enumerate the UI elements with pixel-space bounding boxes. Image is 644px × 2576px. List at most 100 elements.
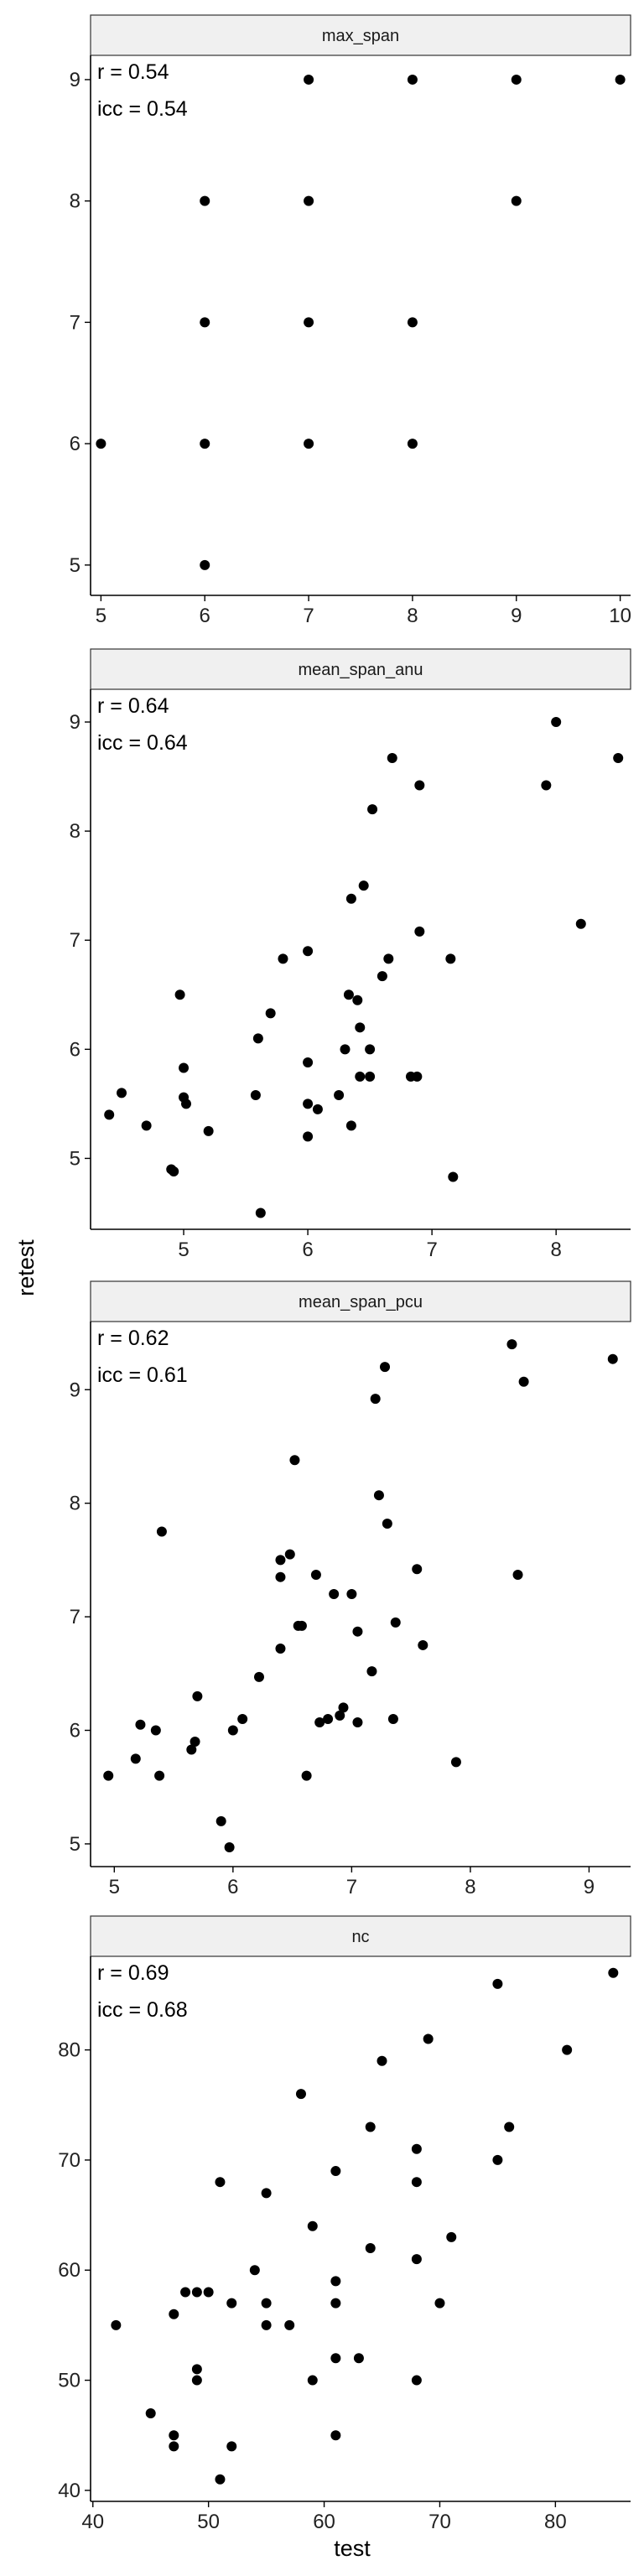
data-point [226, 2298, 237, 2309]
data-point [365, 1044, 376, 1055]
data-point [304, 74, 314, 85]
data-point [575, 918, 586, 929]
data-point [423, 2033, 434, 2044]
data-point [407, 74, 418, 85]
data-point [226, 2441, 237, 2452]
x-tick-label: 40 [81, 2511, 104, 2533]
data-point [330, 2353, 341, 2364]
data-point [358, 880, 369, 891]
data-point [104, 1109, 115, 1120]
data-point [156, 1526, 167, 1537]
y-tick-label: 7 [70, 929, 80, 952]
data-point [252, 1033, 263, 1044]
icc-annotation: icc = 0.64 [97, 731, 188, 755]
data-point [445, 953, 456, 964]
x-tick-label: 5 [178, 1239, 189, 1261]
icc-annotation: icc = 0.54 [97, 97, 188, 121]
data-point [284, 1549, 295, 1560]
data-point [412, 1071, 423, 1082]
data-point [365, 2242, 376, 2253]
facet-strip [90, 1915, 631, 1957]
data-point [407, 317, 418, 328]
data-point [307, 2220, 318, 2231]
data-point [373, 1490, 384, 1501]
data-point [174, 989, 185, 1000]
data-point [303, 1131, 314, 1142]
data-point [253, 1671, 264, 1682]
x-tick-label: 6 [227, 1876, 238, 1898]
data-point [387, 752, 397, 763]
data-point [314, 1717, 325, 1728]
data-point [275, 1644, 286, 1654]
correlation-annotation: r = 0.64 [97, 694, 169, 718]
data-point [562, 2044, 573, 2055]
data-point [377, 971, 387, 982]
data-point [200, 317, 210, 328]
y-tick-label: 8 [70, 190, 80, 213]
data-point [365, 1071, 376, 1082]
data-point [330, 2298, 341, 2309]
data-point [352, 1626, 363, 1637]
y-tick-label: 9 [70, 69, 80, 91]
data-point [278, 953, 288, 964]
data-point [261, 2188, 272, 2199]
data-point [275, 1571, 286, 1582]
x-tick-label: 60 [313, 2511, 335, 2533]
data-point [370, 1394, 381, 1405]
panels-group: max_span 5 6 7 8 9 5 6 7 8 9 10 r = 0.54 icc = 0.54 me… [58, 14, 631, 2533]
data-point [312, 1104, 323, 1114]
data-point [255, 1208, 266, 1218]
data-point [191, 2375, 202, 2386]
data-point [249, 2265, 260, 2276]
data-point [304, 317, 314, 328]
data-point [186, 1744, 197, 1755]
y-tick-label: 50 [58, 2370, 80, 2392]
data-point [365, 2122, 376, 2132]
y-tick-label: 80 [58, 2039, 80, 2062]
data-point [504, 2122, 515, 2132]
data-point [411, 2375, 422, 2386]
data-point [412, 1564, 423, 1575]
data-point [330, 2166, 341, 2177]
data-point [387, 1713, 398, 1724]
data-point [345, 893, 356, 904]
panel-mean_span_anu: mean_span_anu 5 6 7 8 9 5 6 7 8 r = 0.64 icc = 0.64 [70, 648, 631, 1261]
x-tick-label: 8 [407, 605, 418, 627]
data-point [448, 1171, 459, 1182]
data-point [224, 1841, 235, 1852]
data-point [407, 439, 418, 449]
facet-strip-label: mean_span_anu [298, 661, 423, 679]
data-point [335, 1710, 345, 1721]
data-point [304, 195, 314, 206]
data-point [96, 439, 106, 449]
data-point [303, 946, 314, 957]
data-point [518, 1376, 529, 1387]
data-point [345, 1120, 356, 1131]
data-point [307, 2375, 318, 2386]
correlation-annotation: r = 0.62 [97, 1327, 169, 1350]
data-point [353, 2353, 364, 2364]
data-point [492, 2154, 503, 2165]
x-axis-title: test [334, 2536, 371, 2561]
data-point [303, 1057, 314, 1067]
y-tick-label: 9 [70, 1379, 80, 1401]
data-point [203, 2287, 214, 2298]
data-point [329, 1589, 340, 1599]
data-point [275, 1555, 286, 1566]
data-point [382, 1519, 392, 1530]
data-point [418, 1639, 428, 1650]
data-point [334, 1089, 345, 1100]
data-point [169, 2309, 179, 2319]
x-tick-label: 80 [544, 2511, 567, 2533]
data-point [203, 1125, 214, 1136]
data-point [215, 2474, 226, 2485]
data-point [303, 1098, 314, 1109]
y-tick-label: 7 [70, 311, 80, 334]
data-point [355, 1071, 366, 1082]
data-point [551, 717, 562, 728]
data-point [380, 1362, 391, 1373]
facet-strip-label: mean_span_pcu [299, 1293, 423, 1311]
data-point [150, 1725, 161, 1736]
data-point [390, 1617, 401, 1628]
data-point [608, 1967, 619, 1978]
